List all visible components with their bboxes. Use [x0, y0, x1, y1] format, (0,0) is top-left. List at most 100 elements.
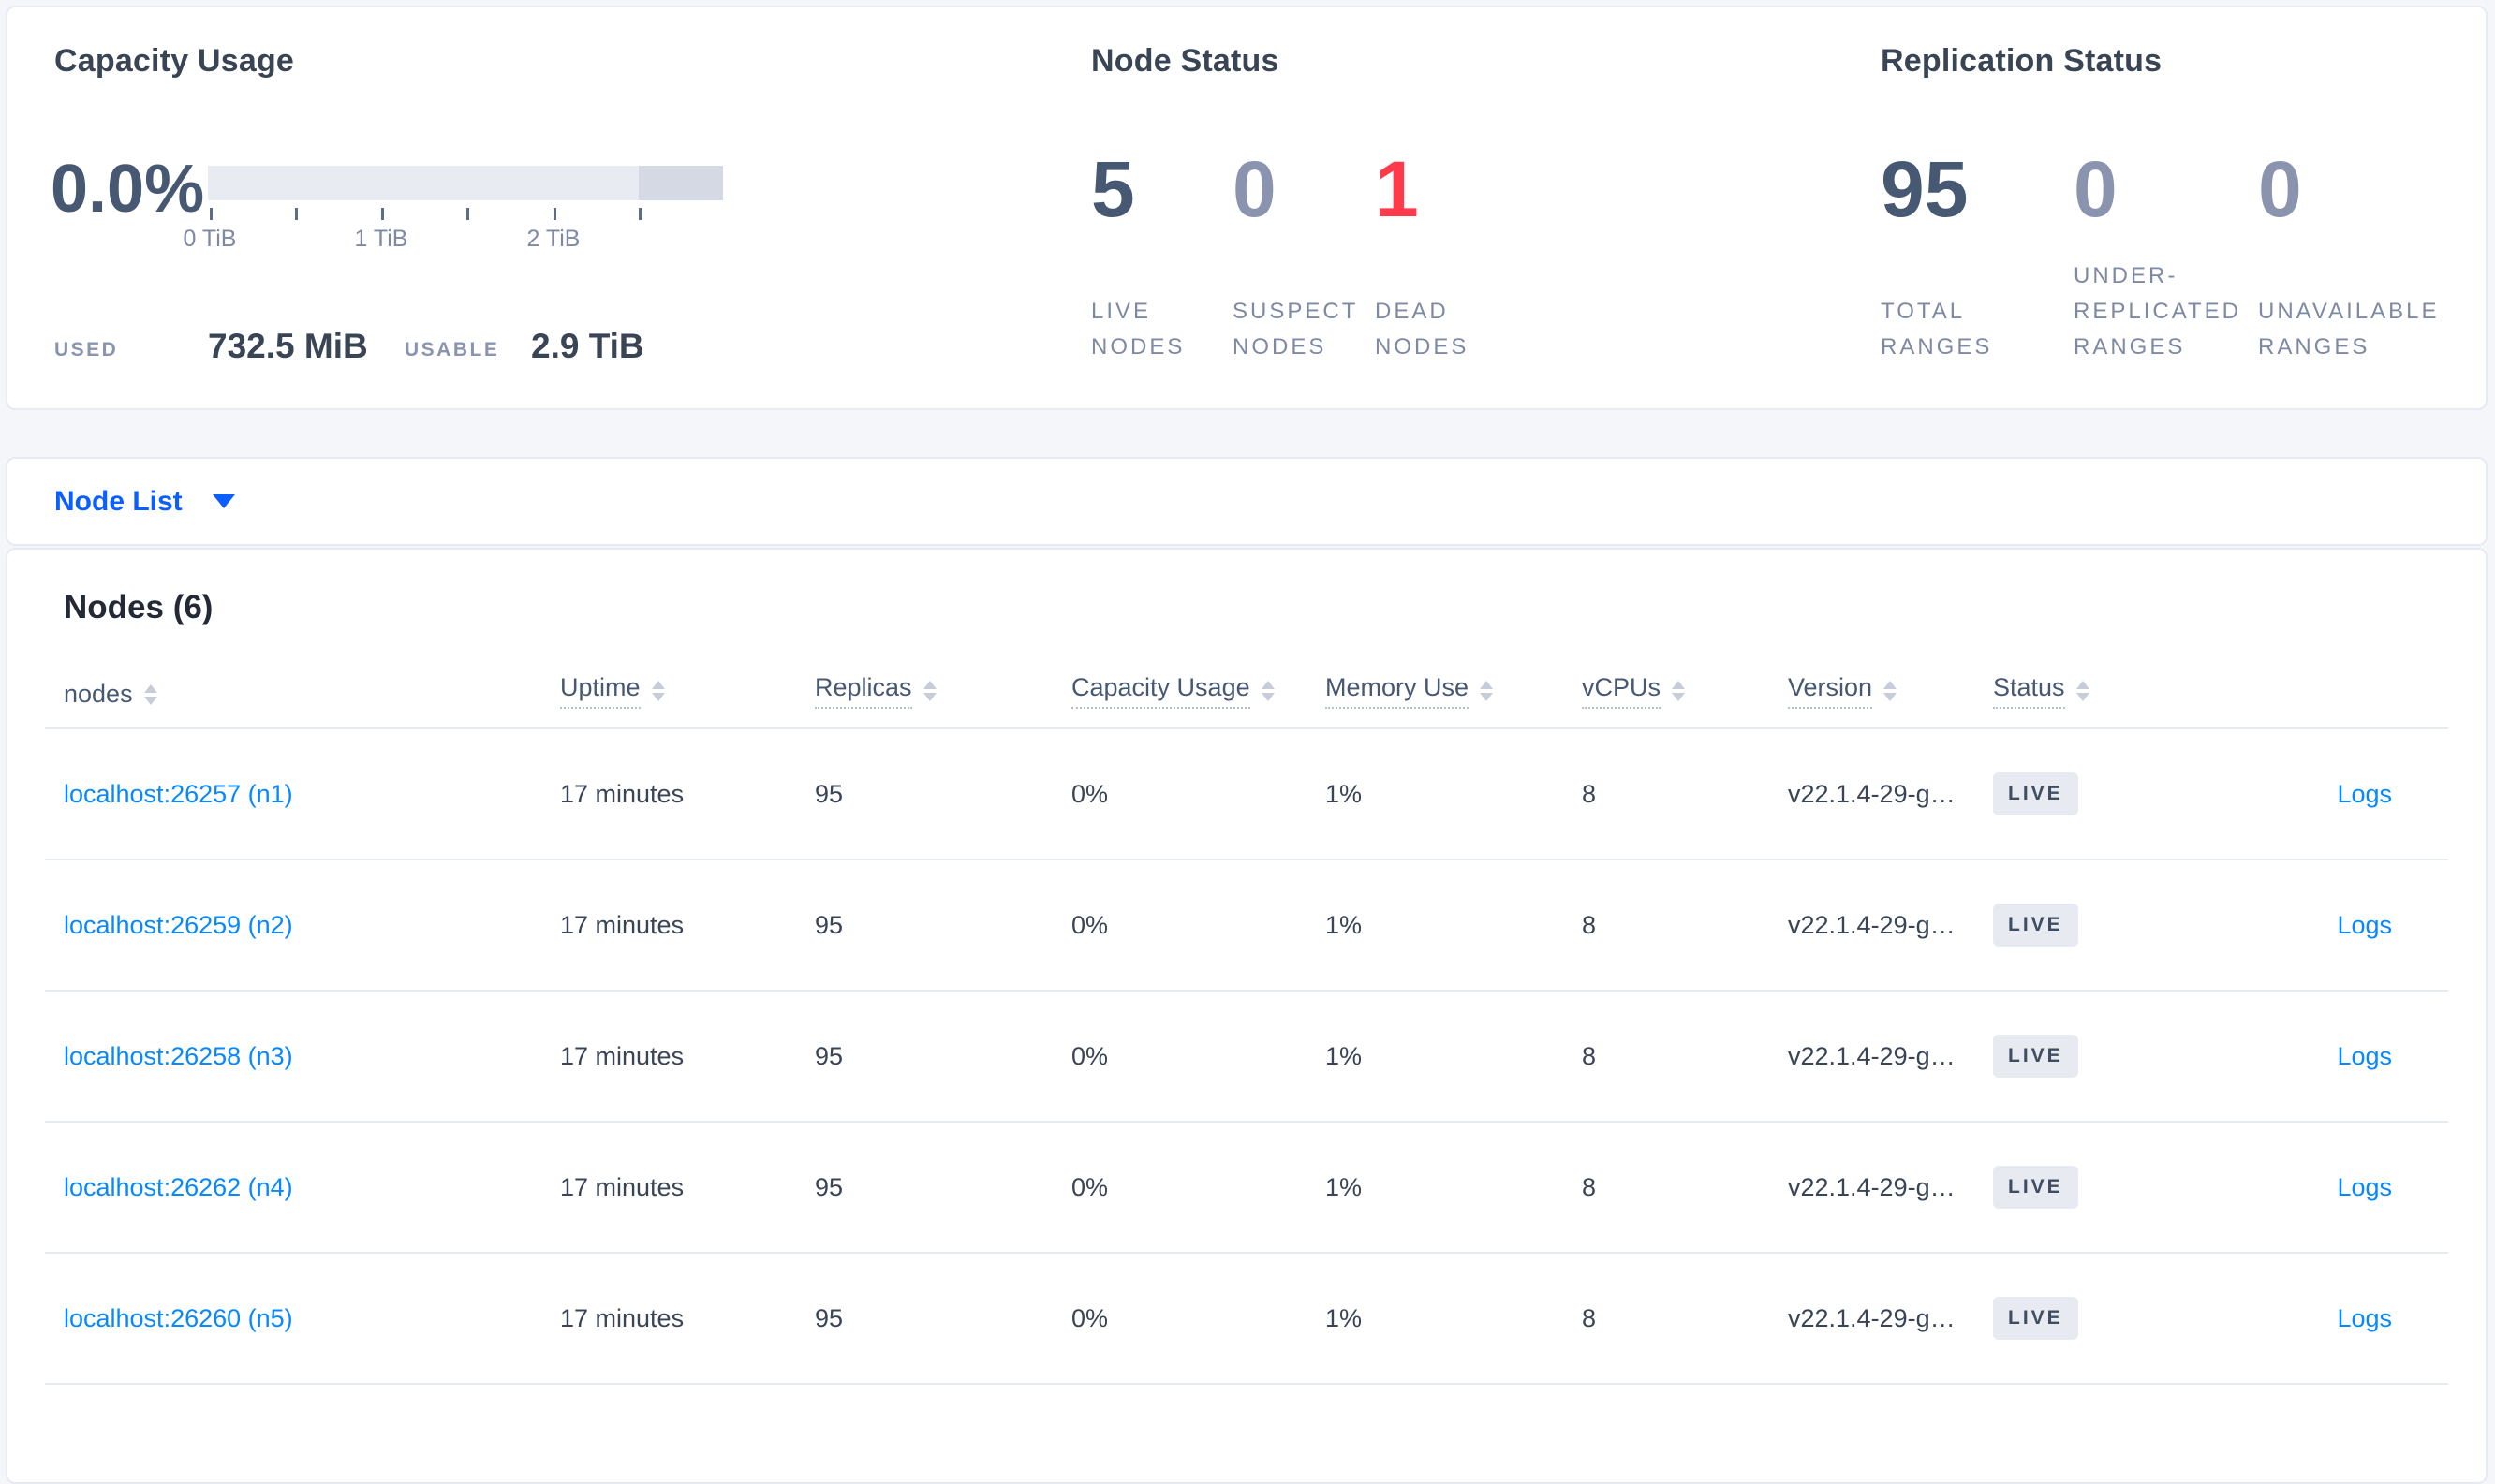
- axis-tick-label: 2 TiB: [526, 226, 581, 252]
- replicas-cell: 95: [815, 1303, 844, 1332]
- view-selector-bar: Node List: [6, 457, 2488, 546]
- status-badge: LIVE: [1993, 1166, 2078, 1209]
- node-status-title: Node Status: [1091, 43, 1279, 79]
- memory-use-cell: 1%: [1325, 779, 1363, 808]
- logs-link[interactable]: Logs: [2337, 779, 2392, 808]
- capacity-bar-track: [208, 166, 723, 200]
- sort-icon: [1261, 681, 1275, 701]
- sort-icon: [923, 681, 937, 701]
- axis-tick: [381, 208, 384, 220]
- nodes-table-title: Nodes (6): [64, 589, 214, 625]
- axis-tick: [210, 208, 213, 220]
- memory-use-cell: 1%: [1325, 1172, 1363, 1201]
- vcpus-cell: 8: [1582, 1303, 1597, 1332]
- column-header-vcpus[interactable]: vCPUs: [1582, 673, 1788, 709]
- chevron-down-icon: [212, 494, 235, 508]
- dead-nodes-label: DEAD NODES: [1375, 299, 1469, 360]
- status-badge: LIVE: [1993, 1035, 2078, 1078]
- replicas-cell: 95: [815, 779, 844, 808]
- nodes-table: nodes Uptime Replicas Capacity Usage Mem…: [45, 654, 2448, 1385]
- node-link[interactable]: localhost:26259 (n2): [64, 910, 293, 939]
- version-cell: v22.1.4-29-g…: [1788, 1303, 1956, 1332]
- sort-icon: [143, 683, 157, 705]
- live-nodes-value: 5: [1091, 145, 1135, 233]
- node-list-dropdown-label: Node List: [54, 485, 183, 517]
- capacity-legend: USED 732.5 MiB USABLE 2.9 TiB: [7, 326, 719, 373]
- column-header-nodes[interactable]: nodes: [45, 680, 560, 709]
- under-replicated-ranges-value: 0: [2074, 145, 2118, 233]
- axis-tick: [554, 208, 556, 220]
- vcpus-cell: 8: [1582, 1172, 1597, 1201]
- logs-link[interactable]: Logs: [2337, 1041, 2392, 1070]
- uptime-cell: 17 minutes: [560, 1041, 685, 1070]
- table-row: localhost:26257 (n1) 17 minutes 95 0% 1%…: [45, 729, 2448, 860]
- axis-tick-label: 0 TiB: [183, 226, 237, 252]
- dead-nodes-value: 1: [1375, 145, 1419, 233]
- logs-link[interactable]: Logs: [2337, 910, 2392, 939]
- version-cell: v22.1.4-29-g…: [1788, 1041, 1956, 1070]
- cluster-summary-panel: Capacity Usage 0.0% 0 TiB 1 TiB 2 TiB US…: [6, 6, 2488, 410]
- node-link[interactable]: localhost:26260 (n5): [64, 1303, 293, 1332]
- sort-icon: [2075, 681, 2089, 701]
- memory-use-cell: 1%: [1325, 1303, 1363, 1332]
- live-nodes-label: LIVE NODES: [1091, 299, 1186, 360]
- uptime-cell: 17 minutes: [560, 1172, 685, 1201]
- sort-icon: [1672, 681, 1686, 701]
- column-header-capacity-usage[interactable]: Capacity Usage: [1071, 673, 1325, 709]
- logs-link[interactable]: Logs: [2337, 1303, 2392, 1332]
- replication-status-title: Replication Status: [1881, 43, 2163, 79]
- under-replicated-ranges-label: UNDER- REPLICATED RANGES: [2074, 263, 2241, 360]
- sort-icon: [1883, 681, 1897, 701]
- logs-link[interactable]: Logs: [2337, 1172, 2392, 1201]
- replicas-cell: 95: [815, 1041, 844, 1070]
- uptime-cell: 17 minutes: [560, 910, 685, 939]
- column-header-replicas[interactable]: Replicas: [815, 673, 1071, 709]
- node-link[interactable]: localhost:26262 (n4): [64, 1172, 293, 1201]
- usable-value: 2.9 TiB: [531, 327, 644, 365]
- capacity-usage-cell: 0%: [1071, 910, 1109, 939]
- version-cell: v22.1.4-29-g…: [1788, 910, 1956, 939]
- suspect-nodes-value: 0: [1233, 145, 1277, 233]
- capacity-used-percent: 0.0%: [51, 152, 205, 227]
- capacity-usage-title: Capacity Usage: [54, 43, 295, 79]
- vcpus-cell: 8: [1582, 779, 1597, 808]
- capacity-usage-cell: 0%: [1071, 1303, 1109, 1332]
- status-badge: LIVE: [1993, 1297, 2078, 1340]
- capacity-usage-gauge: 0 TiB 1 TiB 2 TiB: [184, 166, 723, 269]
- node-link[interactable]: localhost:26258 (n3): [64, 1041, 293, 1070]
- memory-use-cell: 1%: [1325, 910, 1363, 939]
- used-label: USED: [54, 339, 119, 360]
- vcpus-cell: 8: [1582, 910, 1597, 939]
- uptime-cell: 17 minutes: [560, 779, 685, 808]
- unavailable-ranges-value: 0: [2258, 145, 2302, 233]
- version-cell: v22.1.4-29-g…: [1788, 779, 1956, 808]
- capacity-usage-cell: 0%: [1071, 1172, 1109, 1201]
- axis-tick: [639, 208, 642, 220]
- node-list-dropdown[interactable]: Node List: [54, 459, 235, 544]
- column-header-version[interactable]: Version: [1788, 673, 1993, 709]
- suspect-nodes-label: SUSPECT NODES: [1233, 299, 1359, 360]
- total-ranges-value: 95: [1881, 145, 1969, 233]
- replicas-cell: 95: [815, 910, 844, 939]
- nodes-table-panel: Nodes (6) nodes Uptime Replicas Capacity…: [6, 548, 2488, 1484]
- memory-use-cell: 1%: [1325, 1041, 1363, 1070]
- axis-tick: [466, 208, 469, 220]
- replicas-cell: 95: [815, 1172, 844, 1201]
- status-badge: LIVE: [1993, 772, 2078, 815]
- table-row: localhost:26259 (n2) 17 minutes 95 0% 1%…: [45, 860, 2448, 992]
- uptime-cell: 17 minutes: [560, 1303, 685, 1332]
- table-header-row: nodes Uptime Replicas Capacity Usage Mem…: [45, 654, 2448, 729]
- capacity-bar-dark-segment: [639, 166, 723, 200]
- node-link[interactable]: localhost:26257 (n1): [64, 779, 293, 808]
- used-value: 732.5 MiB: [208, 327, 368, 365]
- column-header-status[interactable]: Status: [1993, 673, 2227, 709]
- unavailable-ranges-label: UNAVAILABLE RANGES: [2258, 299, 2440, 360]
- table-row: localhost:26262 (n4) 17 minutes 95 0% 1%…: [45, 1123, 2448, 1254]
- table-row: localhost:26258 (n3) 17 minutes 95 0% 1%…: [45, 992, 2448, 1123]
- usable-label: USABLE: [405, 339, 500, 360]
- sort-icon: [1480, 681, 1494, 701]
- column-header-uptime[interactable]: Uptime: [560, 673, 815, 709]
- status-badge: LIVE: [1993, 904, 2078, 947]
- axis-tick-label: 1 TiB: [354, 226, 408, 252]
- column-header-memory-use[interactable]: Memory Use: [1325, 673, 1582, 709]
